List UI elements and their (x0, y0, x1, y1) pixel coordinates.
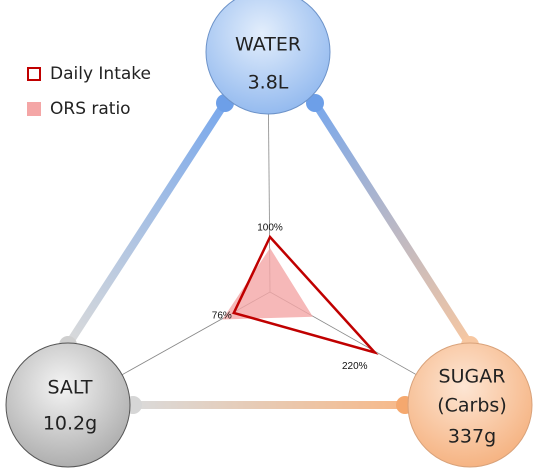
value-label: 100% (257, 223, 283, 234)
node-amount: 3.8L (248, 72, 289, 94)
connector (311, 100, 474, 348)
node-label: SUGAR (439, 366, 506, 388)
node-amount: 337g (448, 426, 496, 448)
legend-swatch (27, 67, 41, 81)
legend: Daily Intake ORS ratio (27, 64, 151, 119)
node-amount: 10.2g (43, 413, 97, 435)
value-label: 76% (212, 311, 232, 322)
water-node (205, 0, 331, 115)
radar-area (222, 248, 313, 320)
value-label: 220% (342, 361, 368, 372)
node-sublabel: (Carbs) (437, 395, 507, 417)
legend-swatch (27, 102, 41, 116)
connector-dot (306, 94, 324, 112)
node-label: SALT (48, 377, 93, 399)
salt-node (5, 342, 131, 468)
radar: 100% 76% 220% (67, 51, 471, 406)
connector (64, 100, 229, 348)
radar-outline (232, 234, 379, 355)
legend-label: ORS ratio (50, 99, 131, 119)
sugar-node (407, 342, 533, 468)
node-label: WATER (235, 34, 301, 56)
legend-label: Daily Intake (50, 64, 151, 84)
